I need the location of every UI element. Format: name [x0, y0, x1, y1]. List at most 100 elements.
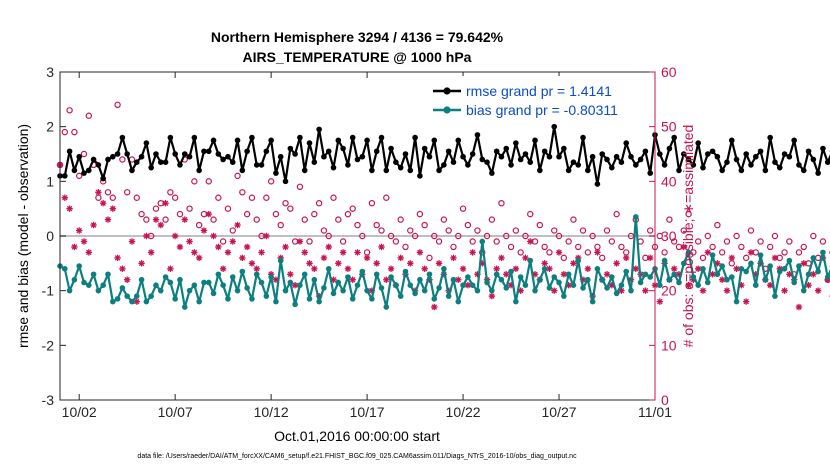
rmse-point: [637, 156, 644, 163]
obs-possible-point: [330, 194, 337, 201]
obs-possible-point: [123, 189, 131, 196]
axes-layer: 10/02 10/07 10/12 10/17 10/22 10/27 11/01 -3 -2 -…: [42, 64, 677, 420]
obs-possible-point: [301, 216, 308, 223]
data-file-footer: data file: /Users/raeder/DAI/ATM_forcXX/…: [137, 453, 577, 460]
obs-assimilated-point: [786, 271, 793, 278]
obs-assimilated-point: [603, 271, 611, 278]
obs-possible-point: [186, 205, 193, 212]
obs-assimilated-point: [90, 221, 97, 229]
obs-assimilated-stroke: [191, 249, 198, 256]
obs-assimilated-stroke: [594, 249, 601, 256]
bias-point: [637, 279, 644, 286]
rmse-point: [388, 145, 394, 152]
obs-possible-point: [119, 156, 126, 163]
y-right-tick-label: 40: [661, 173, 677, 189]
rmse-point: [503, 145, 510, 152]
obs-assimilated-point: [431, 303, 438, 311]
obs-possible-point: [349, 205, 356, 212]
obs-possible-point: [373, 221, 380, 229]
rmse-point: [517, 156, 524, 163]
obs-possible-point: [431, 232, 438, 240]
obs-assimilated-point: [138, 260, 145, 267]
bias-point: [234, 287, 241, 294]
bias-point: [474, 287, 481, 294]
obs-possible-point: [551, 227, 558, 234]
rmse-point: [321, 153, 327, 160]
obs-possible-point: [603, 227, 611, 234]
y-right-tick-label: 60: [661, 64, 677, 80]
obs-assimilated-stroke: [729, 255, 735, 261]
obs-assimilated-stroke: [201, 227, 207, 234]
obs-possible-point: [647, 227, 654, 234]
obs-assimilated-stroke: [407, 260, 414, 267]
bias-point: [450, 276, 457, 283]
bias-point: [537, 276, 543, 283]
rmse-point: [719, 167, 725, 174]
obs-assimilated-stroke: [196, 255, 202, 261]
bias-series-layer: [57, 214, 830, 310]
obs-possible-point: [267, 178, 275, 185]
obs-assimilated-point: [287, 271, 294, 278]
rmse-point: [820, 145, 826, 152]
obs-assimilated-point: [699, 287, 707, 294]
bias-point: [589, 298, 596, 305]
obs-possible-point: [733, 232, 740, 240]
obs-assimilated-point: [349, 276, 356, 283]
obs-possible-point: [503, 232, 510, 240]
obs-assimilated-stroke: [153, 216, 159, 223]
obs-assimilated-stroke: [321, 255, 327, 261]
rmse-point: [767, 134, 773, 141]
rmse-point: [724, 159, 730, 165]
bias-point: [824, 274, 830, 280]
rmse-point: [172, 151, 178, 157]
obs-assimilated-point: [282, 243, 289, 251]
rmse-point: [455, 137, 462, 144]
obs-possible-point: [411, 232, 419, 240]
bias-point: [191, 282, 198, 289]
bias-point: [215, 271, 222, 278]
obs-possible-point: [536, 221, 544, 229]
obs-possible-point: [378, 227, 385, 234]
rmse-point: [609, 164, 615, 171]
rmse-point: [249, 134, 255, 141]
rmse-point: [378, 134, 385, 141]
obs-assimilated-stroke: [460, 266, 466, 272]
obs-assimilated-stroke: [158, 222, 164, 228]
bias-point: [671, 271, 677, 278]
obs-assimilated-stroke: [215, 244, 222, 250]
obs-assimilated-stroke: [167, 266, 174, 272]
obs-assimilated-point: [296, 238, 304, 245]
rmse-point: [493, 148, 500, 155]
bias-point: [431, 296, 438, 302]
obs-assimilated-stroke: [585, 266, 591, 272]
x-tick-label: 10/07: [158, 404, 193, 420]
obs-assimilated-point: [71, 243, 78, 251]
bias-point: [109, 298, 116, 305]
obs-possible-point: [176, 210, 184, 218]
obs-possible-point: [277, 221, 284, 229]
rmse-point: [743, 151, 749, 157]
bias-point: [810, 255, 817, 261]
obs-assimilated-stroke: [561, 271, 567, 278]
obs-assimilated-stroke: [292, 282, 298, 288]
bias-point: [776, 268, 783, 275]
bias-point: [378, 285, 385, 291]
obs-assimilated-point: [795, 303, 803, 311]
rmse-point: [685, 156, 692, 163]
obs-possible-point: [623, 249, 630, 256]
rmse-point: [277, 153, 284, 160]
obs-assimilated-point: [162, 199, 169, 207]
rmse-point: [90, 156, 97, 163]
bias-point: [325, 266, 332, 272]
bias-line: [59, 215, 830, 309]
rmse-point: [498, 153, 505, 160]
obs-assimilated-stroke: [253, 266, 260, 272]
bias-point: [680, 260, 687, 267]
y-axis-left-label: rmse and bias (model - observation): [15, 124, 31, 348]
obs-possible-point: [167, 189, 174, 196]
obs-assimilated-stroke: [681, 244, 687, 250]
rmse-point: [522, 151, 529, 157]
obs-assimilated-point: [325, 243, 332, 251]
obs-assimilated-stroke: [719, 276, 725, 283]
obs-possible-point: [61, 128, 68, 136]
